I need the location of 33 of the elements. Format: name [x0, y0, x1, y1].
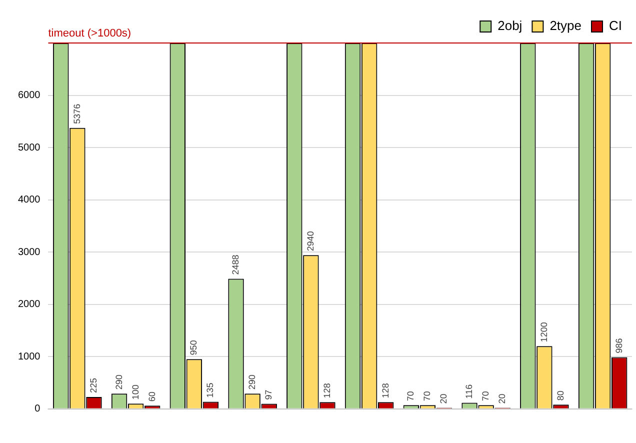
data-label: 97	[264, 390, 274, 400]
legend-label: CI	[609, 18, 622, 34]
data-label: 70	[480, 391, 491, 402]
data-label: 100	[130, 384, 140, 400]
legend-label: 2obj	[498, 18, 522, 34]
data-label: 20	[438, 394, 449, 404]
data-label: 70	[422, 391, 432, 402]
data-label: 128	[322, 383, 332, 398]
y-tick-label: 1000	[18, 351, 41, 362]
data-label: 60	[146, 392, 157, 402]
data-label: 135	[205, 382, 216, 398]
y-tick-label: 0	[34, 404, 41, 415]
y-tick-label: 3000	[18, 246, 41, 258]
data-label: 128	[380, 383, 390, 398]
y-tick-label: 2000	[18, 299, 41, 310]
data-label: 70	[406, 391, 416, 402]
data-label: 950	[188, 340, 199, 356]
y-tick-label: 5000	[18, 142, 41, 154]
data-label: 986	[614, 338, 624, 354]
data-label: 2488	[230, 254, 241, 275]
data-label: 80	[555, 390, 566, 401]
data-label: 20	[497, 394, 508, 404]
data-label: 290	[114, 374, 124, 390]
data-label: 116	[464, 384, 474, 399]
y-tick-label: 6000	[18, 90, 41, 102]
data-label: 225	[88, 378, 98, 394]
y-tick-label: 4000	[18, 194, 41, 206]
data-label: 5376	[72, 104, 82, 124]
data-label: 2940	[305, 231, 316, 252]
legend-label: 2type	[550, 18, 582, 34]
ref-line-label: timeout (>1000s)	[48, 28, 132, 40]
data-label: 1200	[538, 322, 549, 342]
data-label: 290	[247, 374, 258, 390]
